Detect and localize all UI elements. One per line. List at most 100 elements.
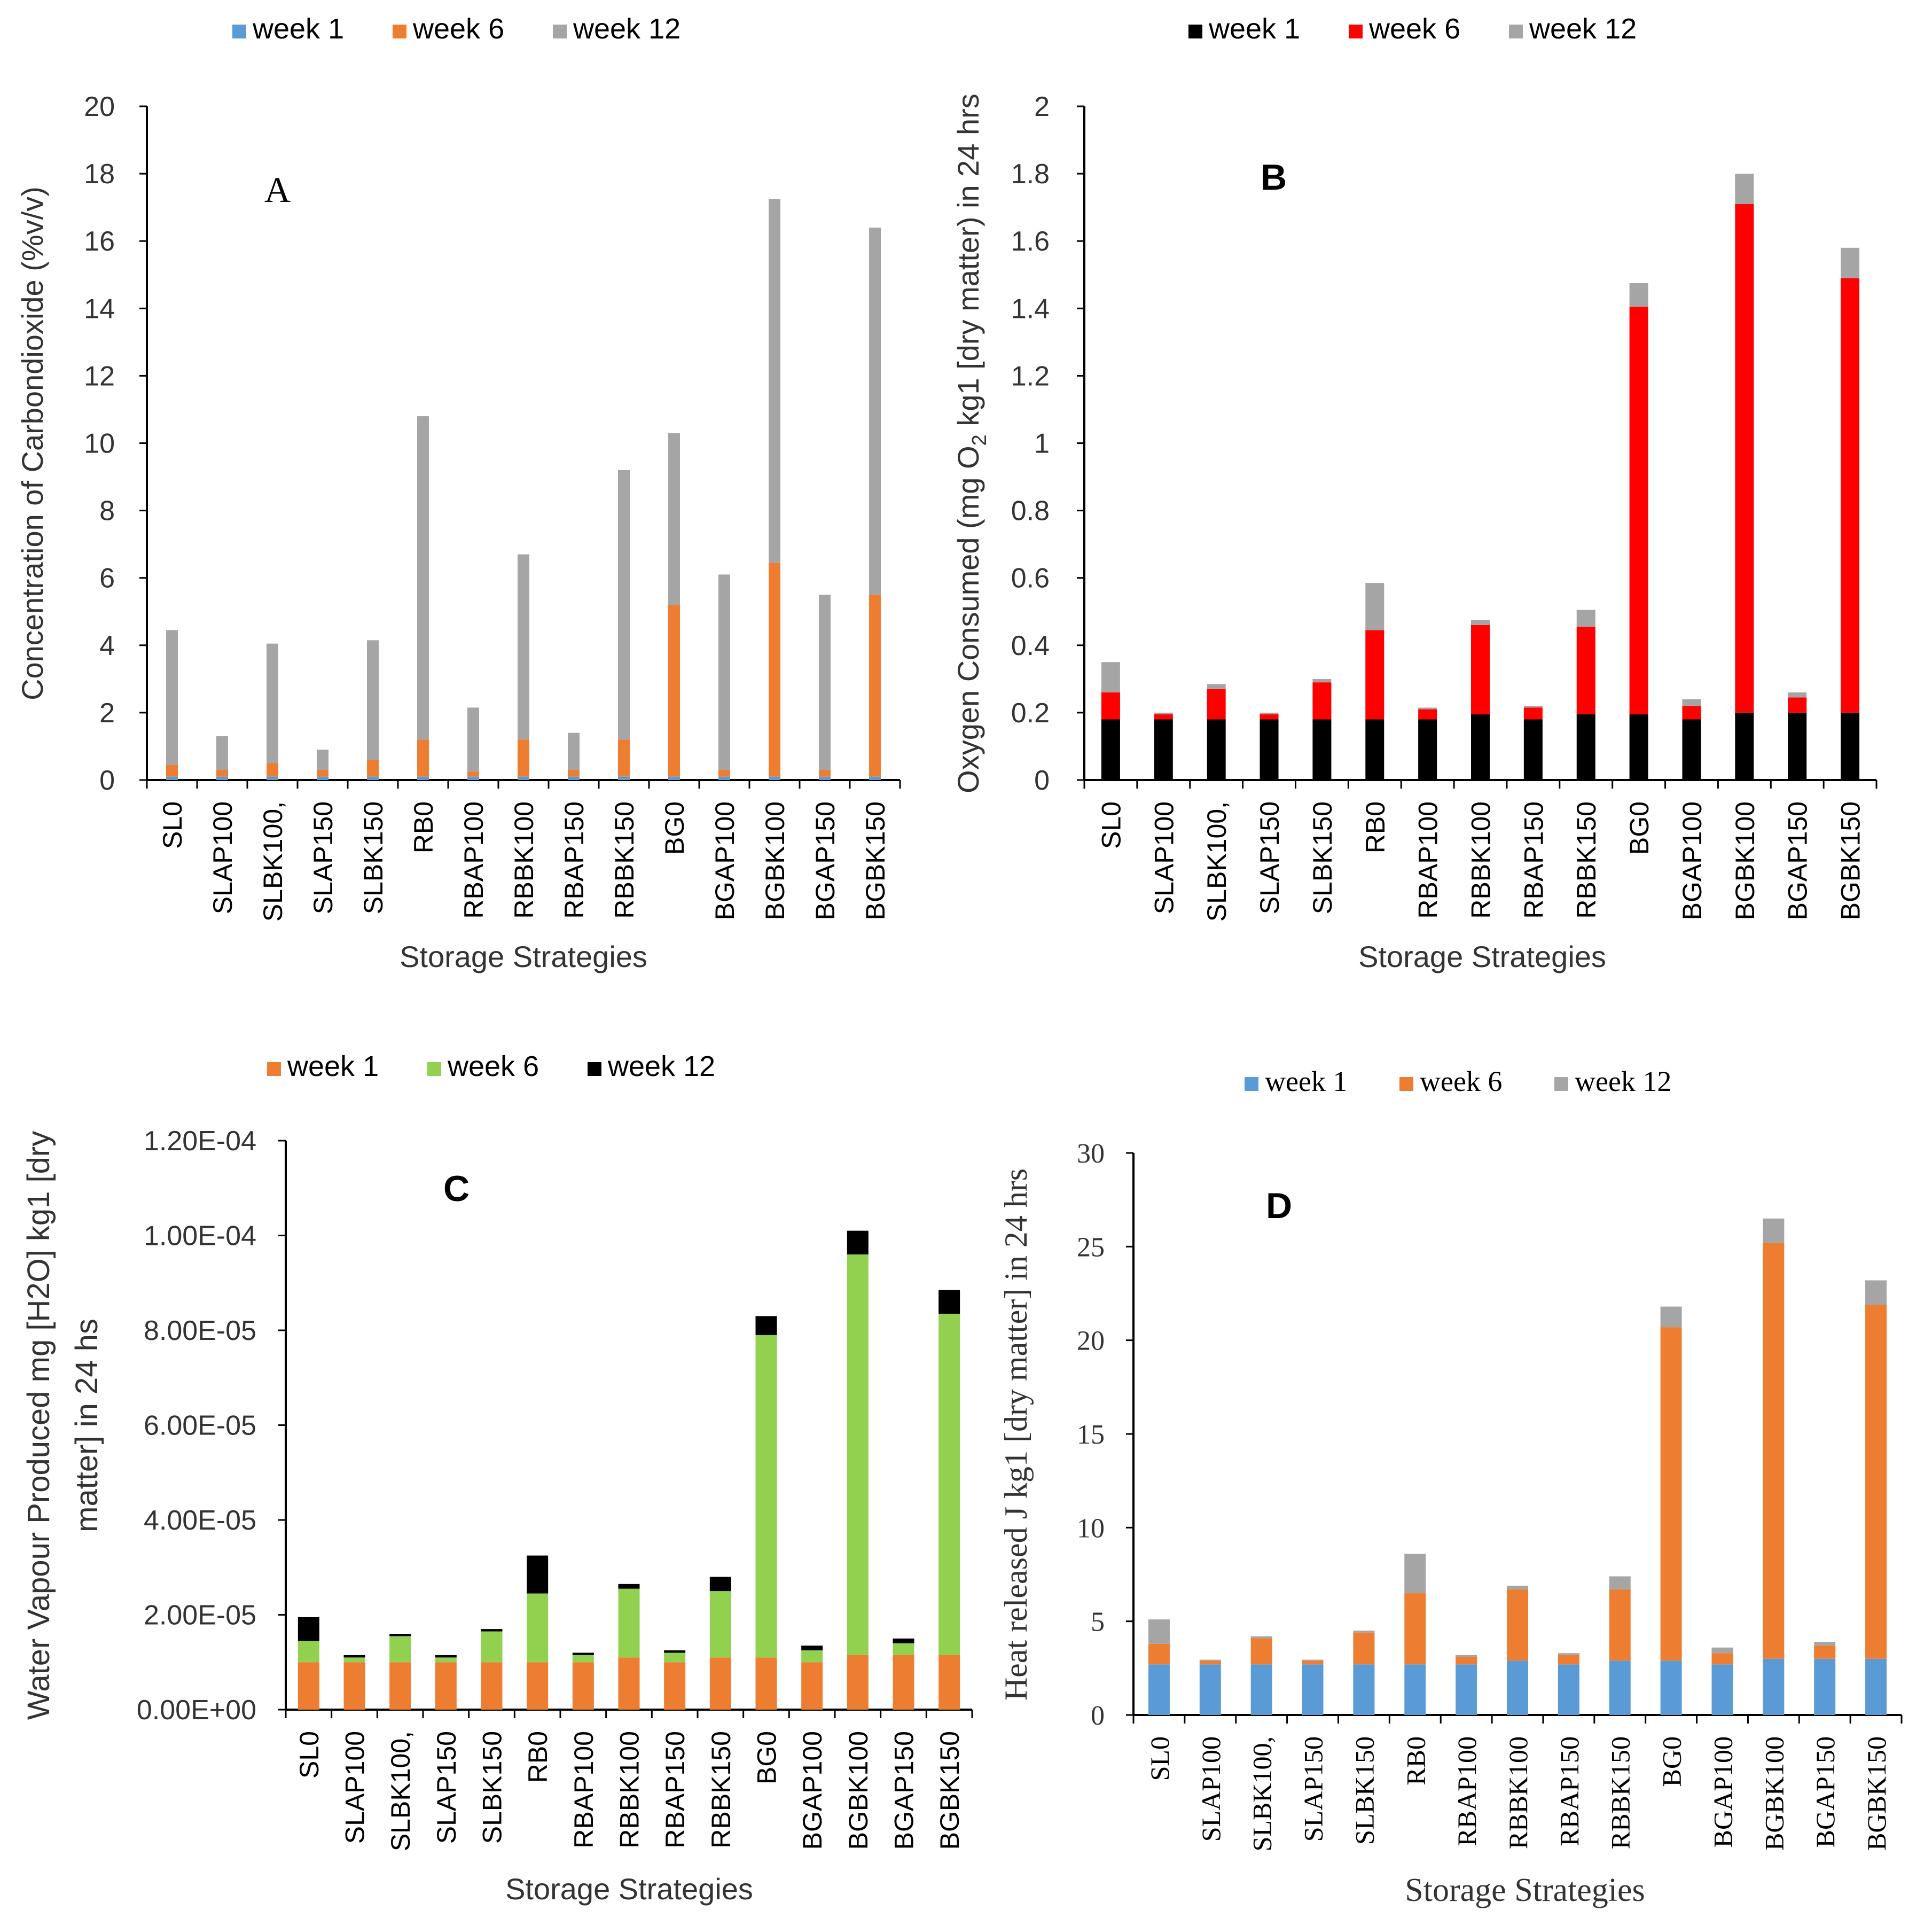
bar-slap100-week-6 bbox=[216, 770, 228, 777]
bar-slap150-week-12 bbox=[1302, 1659, 1324, 1661]
x-tick-label: RBAP150 bbox=[660, 1731, 690, 1849]
y-tick-label: 12 bbox=[84, 361, 115, 392]
bar-sl0-week-1 bbox=[1148, 1664, 1170, 1715]
bar-rbbk100-week-12 bbox=[1471, 620, 1490, 625]
bar-sl0-week-12 bbox=[298, 1617, 319, 1641]
bar-slap100-week-6 bbox=[1154, 714, 1173, 720]
bar-bg0-week-12 bbox=[1660, 1306, 1682, 1328]
x-tick-label: SLAP150 bbox=[432, 1731, 462, 1844]
bar-bg0-week-6 bbox=[755, 1335, 777, 1658]
x-tick-label: SLBK150 bbox=[358, 801, 388, 914]
panel-label: A bbox=[264, 169, 291, 210]
bar-bgbk100-week-12 bbox=[769, 199, 780, 563]
bar-bgbk150-week-6 bbox=[1841, 278, 1860, 713]
bar-rbap150-week-12 bbox=[568, 732, 580, 770]
bar-rbbk100-week-1 bbox=[1507, 1660, 1528, 1715]
bar-slap150-week-6 bbox=[435, 1657, 457, 1663]
bar-bg0-week-1 bbox=[1660, 1660, 1682, 1715]
y-tick-label: 10 bbox=[84, 428, 115, 459]
bar-sl0-week-1 bbox=[166, 776, 178, 780]
bar-rb0-week-1 bbox=[1365, 719, 1385, 780]
x-tick-label: BG0 bbox=[660, 801, 690, 855]
bar-sl0-week-6 bbox=[166, 765, 178, 777]
bar-bgbk100-week-1 bbox=[1735, 712, 1754, 780]
bar-rb0-week-12 bbox=[1365, 583, 1385, 630]
bar-rb0-week-6 bbox=[1404, 1593, 1426, 1665]
legend-swatch-week-1 bbox=[1188, 25, 1202, 38]
bar-slbk150-week-12 bbox=[1353, 1631, 1375, 1633]
bar-bgap100-week-1 bbox=[1711, 1664, 1733, 1715]
x-tick-label: SL0 bbox=[1145, 1736, 1175, 1781]
bar-rbap150-week-12 bbox=[664, 1650, 686, 1653]
bar-bgap100-week-12 bbox=[718, 574, 730, 770]
bar-rbbk150-week-6 bbox=[1576, 627, 1595, 715]
x-tick-label: BG0 bbox=[1624, 801, 1654, 855]
bar-rbbk100-week-1 bbox=[618, 1657, 640, 1710]
bar-rbbk100-week-6 bbox=[1507, 1589, 1528, 1661]
bar-slbk150-week-1 bbox=[481, 1662, 503, 1710]
bar-bgap100-week-6 bbox=[1711, 1653, 1733, 1665]
bar-bgap100-week-6 bbox=[1682, 706, 1701, 720]
bar-rbap100-week-12 bbox=[1456, 1655, 1477, 1657]
bar-slbk100-week-6 bbox=[267, 763, 278, 777]
y-tick-label: 10 bbox=[1077, 1513, 1105, 1543]
legend-label: week 6 bbox=[1420, 1065, 1502, 1097]
x-tick-label: SLAP150 bbox=[308, 801, 338, 914]
bar-sl0-week-1 bbox=[298, 1662, 319, 1710]
bar-bgbk100-week-12 bbox=[1763, 1218, 1785, 1243]
legend-label: week 1 bbox=[287, 1050, 379, 1082]
legend-label: week 12 bbox=[1575, 1065, 1671, 1097]
bar-rb0-week-12 bbox=[527, 1555, 549, 1594]
x-tick-label: SLBK150 bbox=[478, 1731, 507, 1844]
bar-bgbk150-week-1 bbox=[938, 1655, 960, 1710]
x-tick-label: RBAP100 bbox=[459, 801, 489, 919]
bar-rbap150-week-6 bbox=[1558, 1655, 1579, 1665]
bar-bgbk100-week-1 bbox=[1763, 1658, 1785, 1715]
bar-slap100-week-12 bbox=[1199, 1659, 1221, 1661]
bar-bgbk150-week-6 bbox=[938, 1313, 960, 1655]
bar-sl0-week-1 bbox=[1101, 719, 1120, 780]
bar-bg0-week-6 bbox=[1629, 307, 1648, 715]
bar-bgbk100-week-1 bbox=[769, 776, 780, 780]
bar-sl0-week-6 bbox=[1101, 692, 1120, 720]
bar-slap100-week-1 bbox=[343, 1662, 365, 1710]
y-tick-label: 25 bbox=[1077, 1232, 1105, 1262]
bar-bgap100-week-12 bbox=[1682, 699, 1701, 706]
x-tick-label: RBBK150 bbox=[706, 1731, 736, 1849]
bar-slap150-week-6 bbox=[1302, 1660, 1324, 1665]
legend-label: week 12 bbox=[1529, 13, 1637, 45]
x-tick-label: SL0 bbox=[158, 801, 187, 849]
bar-slbk150-week-1 bbox=[367, 776, 379, 780]
x-tick-label: BGBK150 bbox=[861, 801, 890, 920]
bar-rbap100-week-12 bbox=[572, 1652, 594, 1655]
y-tick-label: 30 bbox=[1077, 1139, 1105, 1169]
x-tick-label: BGBK100 bbox=[760, 801, 790, 920]
bar-rbbk150-week-12 bbox=[618, 470, 630, 740]
legend-label: week 12 bbox=[573, 13, 680, 45]
bar-slbk100-week-1 bbox=[389, 1662, 411, 1710]
x-tick-label: BG0 bbox=[1657, 1736, 1687, 1787]
panel-label: D bbox=[1266, 1186, 1292, 1226]
bar-bgbk150-week-12 bbox=[869, 227, 881, 595]
bar-rbbk100-week-1 bbox=[1471, 714, 1490, 780]
bar-rbap150-week-1 bbox=[568, 776, 580, 780]
x-tick-label: RBAP150 bbox=[1554, 1736, 1584, 1846]
bar-sl0-week-12 bbox=[1101, 662, 1120, 693]
y-axis-title: Concentration of Carbondioxide (%v/v) bbox=[15, 186, 49, 700]
bar-bg0-week-12 bbox=[668, 433, 680, 605]
bar-slbk150-week-1 bbox=[1312, 719, 1332, 780]
x-tick-label: RBBK150 bbox=[1606, 1736, 1636, 1849]
bar-slap150-week-1 bbox=[435, 1662, 457, 1710]
bar-rbbk100-week-12 bbox=[518, 554, 529, 740]
y-tick-label: 20 bbox=[1077, 1326, 1105, 1356]
bar-rbap100-week-1 bbox=[1418, 719, 1437, 780]
legend-label: week 1 bbox=[252, 13, 344, 45]
bar-bgap100-week-6 bbox=[718, 770, 730, 777]
x-tick-label: SLBK150 bbox=[1349, 1736, 1379, 1845]
bar-rbbk150-week-6 bbox=[1609, 1589, 1631, 1661]
y-tick-label: 0.6 bbox=[1011, 563, 1050, 594]
x-tick-label: RBAP100 bbox=[1452, 1736, 1482, 1846]
bar-rbap150-week-6 bbox=[1523, 707, 1543, 720]
y-tick-label: 5 bbox=[1091, 1607, 1105, 1638]
